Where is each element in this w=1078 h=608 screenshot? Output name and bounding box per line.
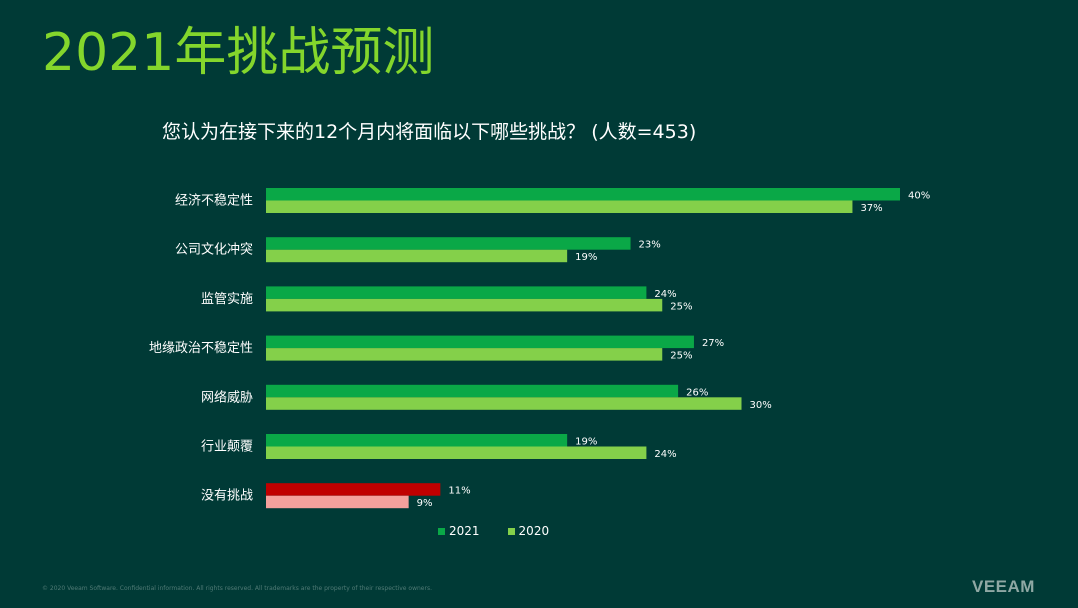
bar-2020 — [266, 200, 853, 213]
bar-2021 — [266, 286, 647, 299]
legend-item-2020: 2020 — [507, 522, 550, 540]
category-label: 没有挑战 — [201, 489, 253, 504]
bar-chart: 经济不稳定性 40%37%公司文化冲突 23%19%监管实施 24%25%地缘政治不稳… — [149, 188, 930, 509]
data-label-2020: 25% — [670, 301, 692, 312]
data-label-2021: 19% — [575, 437, 597, 448]
bar-2020 — [266, 249, 568, 263]
bar-2021 — [266, 237, 631, 250]
data-label-2021: 24% — [654, 289, 676, 300]
data-label-2020: 30% — [750, 400, 772, 411]
legend-item-2021: 2021 — [438, 522, 480, 540]
data-label-2020: 19% — [575, 252, 597, 263]
bar-2021 — [266, 335, 694, 349]
chart-title: 您认为在接下来的12个月内将面临以下哪些挑战？ (人数=453) — [162, 121, 697, 143]
chart-legend: 2021 2020 — [438, 522, 549, 540]
data-label-2020: 37% — [860, 203, 882, 214]
legend-label-2021: 2021 — [449, 524, 480, 538]
data-label-2021: 23% — [639, 240, 661, 251]
category-label: 监管实施 — [201, 292, 253, 307]
bar-2020 — [266, 495, 409, 509]
category-label: 经济不稳定性 — [175, 193, 253, 209]
bar-2021 — [266, 384, 679, 398]
slide-title: 2021年挑战预测 — [42, 23, 435, 83]
bar-2020 — [266, 397, 742, 410]
veeam-logo: VEEAM — [972, 577, 1035, 596]
legend-swatch-2020 — [507, 527, 515, 535]
data-label-2021: 26% — [686, 387, 708, 398]
category-label: 网络威胁 — [201, 389, 253, 405]
legend-swatch-2021 — [438, 527, 445, 535]
data-label-2021: 27% — [702, 338, 724, 349]
category-label: 行业颠覆 — [201, 440, 253, 455]
bar-2020 — [266, 298, 663, 312]
bar-2020 — [266, 348, 663, 361]
legend-label-2020: 2020 — [518, 524, 550, 538]
bar-2021 — [266, 188, 900, 201]
data-label-2020: 9% — [417, 498, 433, 509]
bar-2021 — [266, 483, 441, 496]
data-label-2020: 24% — [654, 449, 676, 460]
category-label: 公司文化冲突 — [175, 242, 253, 258]
copyright-footer: © 2020 Veeam Software. Confidential info… — [42, 585, 432, 592]
bar-2021 — [266, 434, 568, 447]
data-label-2021: 11% — [448, 486, 470, 497]
bar-2020 — [266, 446, 647, 459]
data-label-2021: 40% — [908, 191, 930, 202]
category-label: 地缘政治不稳定性 — [149, 340, 253, 356]
data-label-2020: 25% — [670, 351, 692, 362]
